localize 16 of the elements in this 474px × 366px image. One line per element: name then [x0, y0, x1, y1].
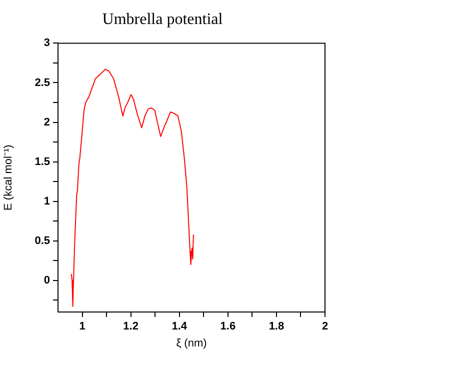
x-tick-label: 1.2 — [123, 320, 138, 333]
y-tick-label: 2.5 — [34, 76, 50, 89]
y-tick-label: 2 — [44, 116, 50, 128]
chart-title: Umbrella potential — [102, 10, 224, 28]
y-tick-label: 1 — [44, 195, 50, 208]
y-axis-title: E (kcal mol⁻¹) — [2, 144, 15, 210]
x-tick-label: 1.4 — [172, 320, 188, 333]
x-tick-label: 2 — [322, 320, 328, 333]
y-tick-label: 1.5 — [34, 156, 50, 168]
y-tick-label: 3 — [44, 37, 50, 50]
x-tick-label: 1.8 — [268, 320, 284, 333]
y-tick-label: 0.5 — [34, 234, 50, 247]
x-axis-title: ξ (nm) — [176, 337, 207, 350]
x-tick-label: 1 — [79, 320, 86, 333]
y-tick-label: 0 — [44, 274, 50, 286]
x-tick-label: 1.6 — [220, 320, 236, 333]
